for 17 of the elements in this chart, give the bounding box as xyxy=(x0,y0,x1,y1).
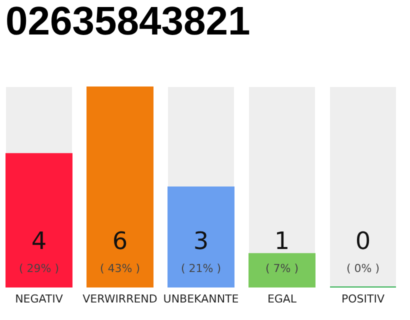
data-label: 3 xyxy=(193,227,209,255)
x-tick-label: NEGATIV xyxy=(15,292,64,306)
x-tick-label: UNBEKANNTE xyxy=(163,292,239,306)
chart-title: 02635843821 xyxy=(6,0,250,44)
data-label: 4 xyxy=(31,227,47,255)
data-label: 1 xyxy=(274,227,290,255)
data-label: 6 xyxy=(112,227,128,255)
annotation: ( 0% ) xyxy=(346,262,380,275)
x-tick-label: EGAL xyxy=(267,292,298,306)
bar xyxy=(248,253,316,288)
annotation: ( 43% ) xyxy=(100,262,140,275)
data-label: 0 xyxy=(355,227,371,255)
annotation: ( 21% ) xyxy=(180,262,222,275)
x-tick-label: VERWIRREND xyxy=(82,292,158,306)
x-tick-label: POSITIV xyxy=(341,292,385,306)
annotation: ( 7% ) xyxy=(265,262,299,275)
annotation: ( 29% ) xyxy=(18,262,60,275)
